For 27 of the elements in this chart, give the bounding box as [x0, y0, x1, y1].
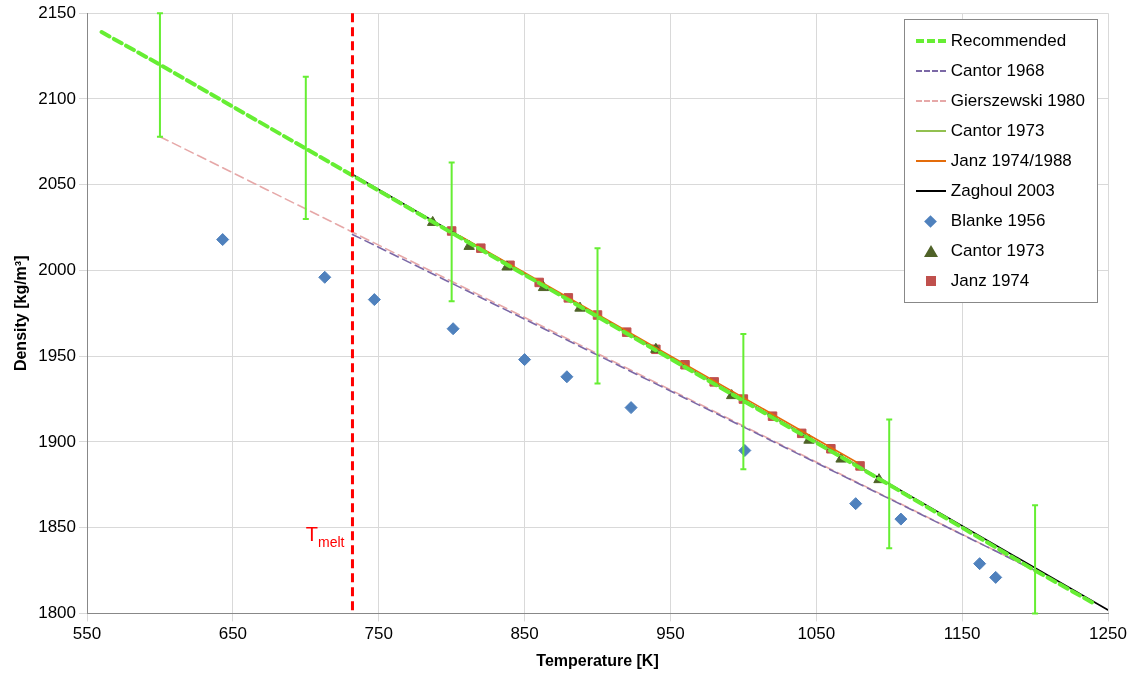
x-tick-label: 1050: [797, 624, 836, 644]
legend-label: Cantor 1973: [950, 121, 1045, 142]
y-tick-label: 2100: [38, 88, 77, 108]
legend-label: Blanke 1956: [950, 211, 1046, 232]
legend-label: Zaghoul 2003: [950, 181, 1055, 202]
y-tick-label: 1800: [38, 603, 77, 623]
y-tick-label: 2050: [38, 174, 77, 194]
legend-label: Cantor 1968: [950, 61, 1045, 82]
x-tick-label: 750: [364, 624, 393, 644]
legend-label: Cantor 1973: [950, 241, 1045, 262]
y-tick-label: 2150: [38, 2, 77, 22]
x-tick-label: 850: [510, 624, 539, 644]
y-tick-label: 2000: [38, 260, 77, 280]
x-axis-title: Temperature [K]: [536, 651, 659, 669]
x-tick-label: 1150: [943, 624, 981, 644]
legend-label: Gierszewski 1980: [950, 91, 1085, 112]
legend-label: Janz 1974/1988: [950, 151, 1072, 172]
x-tick-label: 1250: [1089, 624, 1127, 644]
y-axis-title: Density [kg/m³]: [12, 255, 30, 372]
y-tick-label: 1950: [38, 345, 77, 365]
y-tick-label: 1900: [38, 431, 77, 451]
x-tick-label: 650: [218, 624, 248, 644]
x-tick-label: 950: [656, 624, 685, 644]
legend-label: Janz 1974: [950, 271, 1030, 292]
x-tick-label: 550: [72, 624, 102, 644]
y-tick-label: 1850: [38, 517, 77, 537]
legend-label: Recommended: [950, 31, 1067, 52]
